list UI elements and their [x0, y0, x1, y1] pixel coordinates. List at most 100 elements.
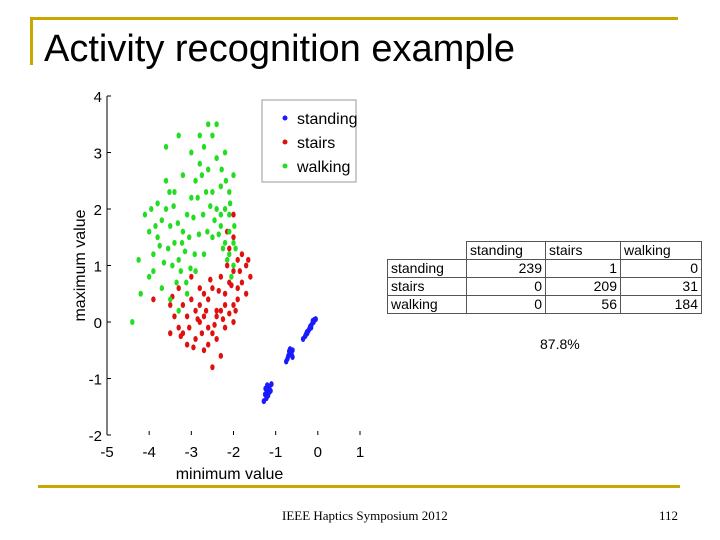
walking-point — [227, 251, 232, 258]
walking-point — [167, 189, 172, 196]
walking-point — [184, 279, 189, 286]
walking-point — [175, 220, 181, 227]
legend-box — [261, 99, 357, 183]
walking-point — [222, 149, 228, 156]
walking-point — [227, 228, 232, 235]
stairs-point — [195, 316, 200, 323]
stairs-point — [222, 290, 228, 297]
stairs-point — [168, 302, 173, 309]
walking-point — [136, 256, 141, 263]
stairs-point — [237, 268, 243, 275]
stairs-point — [231, 211, 236, 218]
walking-point — [189, 149, 194, 156]
stairs-point — [216, 287, 221, 294]
matrix-cell: 184 — [620, 295, 702, 314]
stairs-point — [193, 307, 198, 314]
stairs-point — [222, 302, 228, 309]
walking-point — [233, 245, 238, 252]
walking-point — [223, 177, 229, 184]
walking-point — [184, 211, 190, 218]
walking-point — [163, 206, 169, 212]
walking-point — [171, 203, 176, 210]
stairs-point — [224, 262, 230, 269]
y-tick-label: 0 — [94, 315, 102, 332]
walking-point — [157, 242, 162, 249]
stairs-series — [151, 211, 253, 371]
x-tick-label: -4 — [142, 444, 155, 461]
standing-point — [304, 329, 310, 336]
walking-point — [195, 194, 200, 201]
y-tick-label: 4 — [94, 89, 102, 106]
walking-point — [193, 177, 198, 184]
stairs-point — [184, 341, 190, 348]
stairs-point — [227, 245, 232, 252]
stairs-point — [189, 296, 194, 303]
walking-point — [199, 172, 205, 179]
standing-point — [287, 346, 293, 353]
walking-point — [218, 222, 224, 229]
walking-point — [218, 183, 224, 190]
stairs-point — [243, 262, 249, 269]
walking-point — [210, 189, 215, 196]
walking-point — [232, 222, 237, 229]
stairs-point — [176, 324, 181, 331]
stairs-point — [201, 290, 207, 297]
y-tick-label: 2 — [94, 202, 102, 219]
walking-point — [155, 200, 160, 207]
standing-series — [261, 316, 318, 405]
stairs-point — [218, 307, 224, 314]
walking-point — [216, 231, 221, 238]
walking-point — [197, 160, 202, 167]
stairs-point — [197, 285, 202, 292]
title-frame-top — [30, 17, 678, 20]
walking-point — [163, 177, 169, 184]
stairs-point — [180, 302, 186, 309]
standing-point — [284, 358, 289, 365]
confusion-matrix-row: walking 0 56 184 — [387, 295, 702, 314]
standing-point — [300, 335, 306, 342]
walking-point — [222, 239, 228, 246]
stairs-point — [210, 330, 215, 337]
walking-point — [130, 319, 135, 325]
stairs-point — [235, 285, 240, 292]
walking-point — [161, 259, 167, 266]
confusion-matrix-row: stairs 0 209 31 — [387, 277, 702, 296]
stairs-point — [243, 290, 249, 297]
stairs-point — [201, 347, 207, 354]
walking-point — [212, 217, 217, 224]
confusion-matrix: standing stairs walking standing 239 1 0… — [387, 241, 702, 314]
walking-point — [203, 189, 209, 196]
x-tick-label: -2 — [227, 444, 240, 461]
stairs-point — [218, 352, 224, 359]
matrix-cell: 31 — [620, 277, 702, 296]
walking-point — [210, 234, 215, 241]
stairs-point — [248, 273, 253, 280]
walking-point — [214, 206, 219, 212]
walking-point — [184, 290, 190, 297]
walking-point — [227, 189, 232, 196]
stairs-point — [208, 276, 213, 283]
x-tick-label: -3 — [185, 444, 198, 461]
legend-label: standing — [297, 111, 358, 128]
matrix-cell: 239 — [466, 259, 546, 278]
walking-point — [159, 217, 165, 224]
legend: standing stairs walking — [261, 99, 358, 183]
matrix-cell: 0 — [466, 277, 546, 296]
row-header: stairs — [387, 277, 467, 296]
matrix-cell: 0 — [466, 295, 546, 314]
walking-point — [142, 211, 148, 218]
stairs-point — [176, 285, 181, 292]
walking-point — [227, 211, 232, 218]
walking-point — [200, 211, 206, 218]
stairs-point — [201, 313, 207, 320]
y-tick-label: 1 — [94, 259, 102, 276]
x-axis-label: minimum value — [176, 466, 284, 483]
walking-point — [174, 279, 179, 286]
walking-point — [165, 245, 171, 252]
y-tick-label: -2 — [89, 428, 102, 445]
walking-point — [201, 143, 207, 150]
standing-point — [263, 385, 268, 392]
stairs-point — [214, 335, 219, 342]
x-tick-label: 1 — [356, 444, 364, 461]
